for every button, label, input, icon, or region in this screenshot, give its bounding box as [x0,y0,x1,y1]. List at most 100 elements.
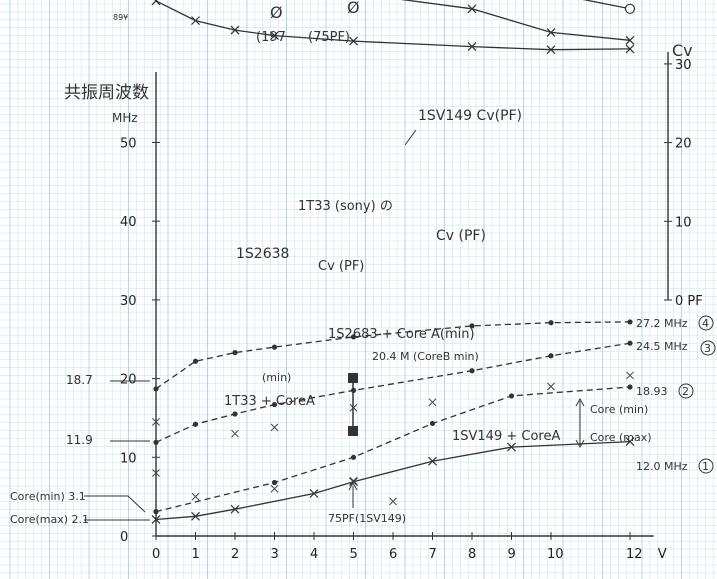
point-marker [270,31,279,40]
point-marker [507,442,516,452]
core-range-arrowheads [575,397,585,449]
top-note-1: (197 [256,30,286,45]
point-marker [349,36,358,46]
point-marker [349,477,358,487]
point-marker [271,479,278,486]
x-axis-label: V [658,547,667,562]
y-axis-unit: MHz [112,111,138,125]
point-marker [624,3,636,14]
label-core-min: Core (min) [590,403,648,416]
label-1sv149-core: 1SV149 + CoreA [452,429,560,444]
y-tick-label: 20 [120,373,137,388]
y2-tick-label: 20 [675,137,692,152]
point-marker [271,401,278,408]
series-line-2 [155,0,631,51]
point-marker [271,344,278,350]
point-marker [625,437,635,446]
y-tick-label: 10 [120,451,137,466]
circled-number-1: 1 [698,458,714,474]
label-1t33-cv: 1T33 (sony) の [298,199,393,214]
scatter-marker [270,423,279,432]
coreb-marker-top [348,373,358,383]
y-tick-label: 0 [120,530,128,545]
point-marker [153,386,159,392]
end-value-27-2: 27.2 MHz [636,317,688,330]
point-marker [230,25,240,35]
x-tick-label: 1 [192,547,200,562]
circled-number-2: 2 [678,383,694,399]
diameter-mark-1: Ø [270,3,283,22]
y-tick-label: 40 [120,215,137,230]
y-tick-label: 50 [120,137,137,152]
point-marker [192,421,199,427]
y-axis-title: 共振周波数 [64,83,149,103]
x-tick-label: 3 [271,547,279,562]
left-core-min: Core(min) 3.1 [10,490,86,503]
label-20-4: 20.4 M (CoreB min) [372,350,479,363]
x-tick-label: 12 [626,547,643,562]
end-value-24-5: 24.5 MHz [636,340,688,353]
point-marker [467,4,477,14]
point-marker [191,16,200,26]
point-marker [230,504,240,514]
point-marker [625,35,635,45]
label-1t33-core: 1T33 + CoreA [224,394,315,409]
scatter-marker [428,398,437,407]
point-marker [428,456,437,466]
point-marker [350,454,357,460]
circled-number-3: 3 [700,340,716,356]
scatter-marker [270,484,279,493]
point-marker [192,358,199,364]
x-tick-label: 4 [310,547,318,562]
x-tick-label: 2 [231,547,239,562]
label-min: (min) [262,371,291,384]
point-marker [627,340,633,346]
label-1s2638: 1S2638 [236,246,289,262]
x-tick-label: 7 [429,547,437,562]
point-marker [508,393,515,399]
x-tick-label: 0 [152,547,160,562]
x-tick-label: 5 [350,547,358,562]
label-1s2638-cv: Cv (PF) [318,259,364,274]
point-marker [469,323,475,329]
svg-text:1: 1 [702,460,709,473]
point-marker [232,411,238,417]
scatter-marker [231,429,239,438]
scatter-marker [389,497,397,506]
svg-text:3: 3 [704,342,711,355]
annotation-layer: 89¥ Ø Ø (197 (75PF) 共振周波数 MHz Cv 1SV149 … [10,0,716,526]
y2-axis-title: Cv [672,41,693,60]
y2-tick-label: 30 [675,58,692,73]
left-core-max: Core(max) 2.1 [10,513,89,526]
point-marker [467,42,477,52]
series-line-4 [155,342,631,443]
point-marker [309,489,319,498]
y2-tick-label: 0 PF [675,294,703,309]
corner-note: 89¥ [113,13,128,22]
x-tick-label: 10 [547,547,564,562]
series-line-5 [155,386,631,513]
x-tick-label: 6 [389,547,397,562]
svg-text:4: 4 [702,317,709,330]
point-marker [548,353,554,359]
point-marker [627,319,633,325]
point-marker [153,509,159,515]
point-marker [546,27,556,37]
label-core-max: Core (max) [590,431,652,444]
point-marker [429,420,436,427]
circled-number-4: 4 [698,315,714,331]
scatter-marker [152,469,160,477]
leader-coremin [84,495,146,513]
left-value-11-9: 11.9 [66,433,93,447]
diameter-mark-2: Ø [347,0,360,17]
left-value-18-7: 18.7 [66,373,93,387]
end-value-12-0: 12.0 MHz [636,460,688,473]
x-tick-label: 8 [468,547,476,562]
svg-text:2: 2 [682,385,689,398]
point-marker [232,350,238,356]
series-layer [84,0,636,524]
series-line-3 [155,321,631,390]
scatter-marker [152,418,160,426]
